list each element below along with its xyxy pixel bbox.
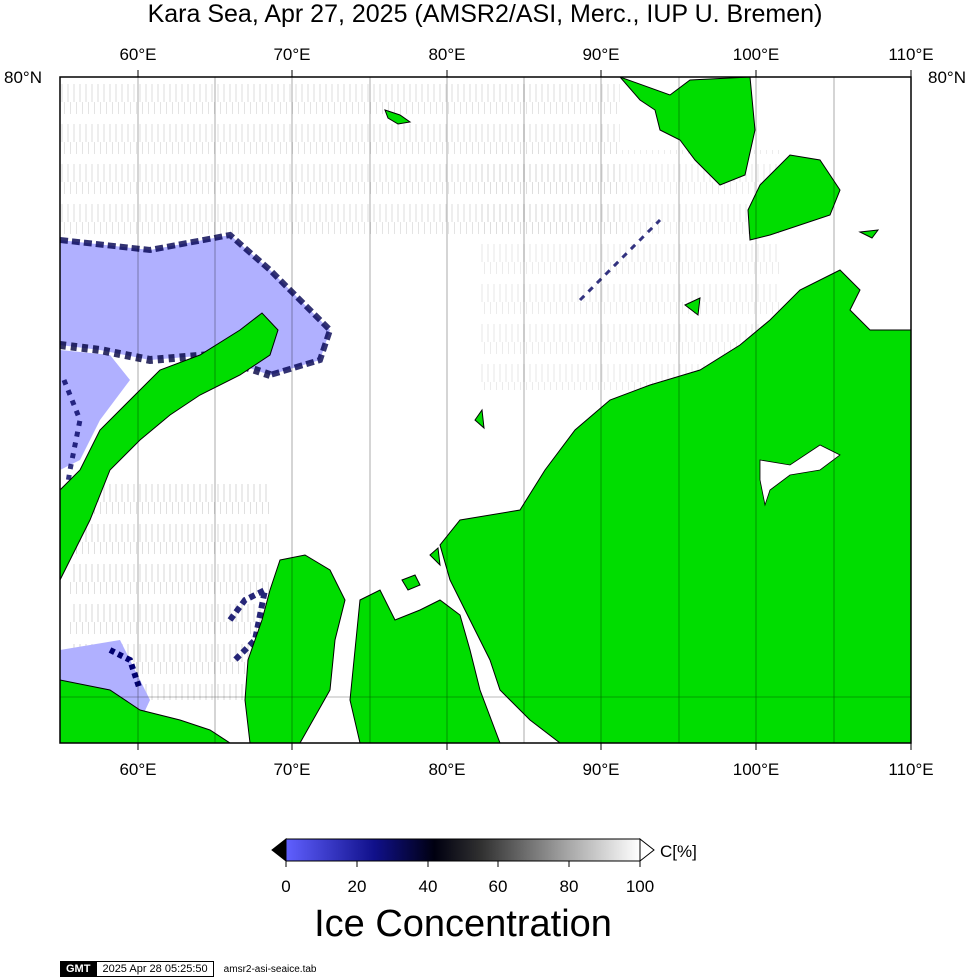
island-2: [684, 297, 701, 316]
island-1: [384, 109, 412, 125]
colorbar-low-arrow: [271, 837, 287, 863]
gmt-timestamp-stamp: GMT 2025 Apr 28 05:25:50 amsr2-asi-seaic…: [60, 961, 316, 977]
colorbar-title: Ice Concentration: [314, 903, 612, 945]
colorbar-tick-20: 20: [348, 877, 367, 896]
map-area: [60, 77, 911, 743]
ice-edge-west: [60, 379, 83, 521]
lake-taymyr: [759, 444, 841, 507]
colorbar-tick-40: 40: [419, 877, 438, 896]
gydan-peninsula: [349, 589, 501, 743]
island-3: [474, 408, 485, 430]
lon-label-bottom-80: 80°E: [428, 760, 465, 779]
lon-label-top-70: 70°E: [273, 45, 310, 64]
severnaya-zemlya-south: [747, 154, 841, 241]
lon-label-bottom-90: 90°E: [582, 760, 619, 779]
ice-lead-northeast: [578, 218, 662, 302]
lon-label-top-100: 100°E: [733, 45, 780, 64]
island-6: [858, 229, 880, 239]
lon-label-top-90: 90°E: [582, 45, 619, 64]
lon-label-top-60: 60°E: [119, 45, 156, 64]
colorbar-tick-60: 60: [489, 877, 508, 896]
lat-label-right-80: 80°N: [928, 68, 966, 87]
colorbar-unit-label: C[%]: [660, 842, 697, 861]
graticule: [60, 77, 911, 743]
yamal-peninsula: [244, 554, 346, 743]
stamp-filename: amsr2-asi-seaice.tab: [223, 963, 317, 975]
colorbar-tick-0: 0: [281, 877, 290, 896]
island-4: [401, 574, 421, 591]
lat-label-left-80: 80°N: [4, 68, 42, 87]
colorbar-gradient: [285, 838, 641, 862]
lon-label-bottom-100: 100°E: [733, 760, 780, 779]
lon-label-bottom-60: 60°E: [119, 760, 156, 779]
map-frame: [59, 76, 912, 744]
novaya-zemlya: [60, 312, 279, 581]
gmt-logo: GMT: [60, 961, 97, 977]
ice-edge-north: [60, 231, 334, 378]
island-5: [429, 546, 441, 567]
colorbar-tick-80: 80: [560, 877, 579, 896]
lon-label-top-110: 110°E: [888, 45, 933, 64]
lon-label-bottom-110: 110°E: [888, 760, 933, 779]
ice-edge-south: [60, 341, 272, 379]
lon-label-bottom-70: 70°E: [273, 760, 310, 779]
map-title: Kara Sea, Apr 27, 2025 (AMSR2/ASI, Merc.…: [148, 0, 823, 28]
colorbar: 0 20 40 60 80 100 C[%] Ice Concentration: [271, 837, 697, 945]
taymyr-mainland: [439, 269, 911, 743]
severnaya-zemlya-north: [619, 77, 756, 186]
land: [60, 77, 911, 743]
stamp-timestamp: 2025 Apr 28 05:25:50: [96, 961, 214, 977]
colorbar-tick-100: 100: [626, 877, 654, 896]
ice-texture-east: [480, 150, 780, 390]
colorbar-high-arrow: [639, 837, 655, 863]
open-water-barents-south: [60, 350, 130, 470]
lon-tick-marks: [137, 70, 912, 750]
ice-edge-pechora: [108, 647, 143, 691]
lon-label-top-80: 80°E: [428, 45, 465, 64]
pechora-coast: [60, 679, 231, 743]
